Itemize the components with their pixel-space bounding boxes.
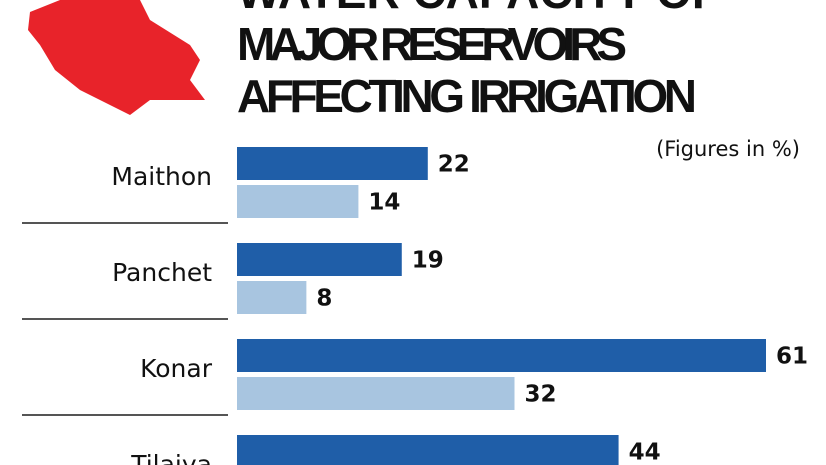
- subtitle: (Figures in %): [656, 137, 800, 161]
- value-label: 61: [776, 344, 808, 370]
- bar: [237, 339, 766, 372]
- value-label: 8: [316, 286, 332, 312]
- chart-title: MAJOR RESERVOIRS: [237, 18, 627, 70]
- bar: [237, 281, 307, 314]
- category-label: Konar: [140, 354, 213, 383]
- category-label: Maithon: [111, 162, 212, 191]
- category-label: Tilaiya: [130, 450, 212, 465]
- bar: [237, 377, 515, 410]
- bar: [237, 435, 619, 465]
- value-label: 19: [412, 248, 444, 274]
- bar: [237, 243, 402, 276]
- chart-title: AFFECTING IRRIGATION: [237, 70, 697, 122]
- bar: [237, 185, 359, 218]
- value-label: 32: [525, 382, 557, 408]
- value-label: 44: [629, 440, 661, 465]
- value-label: 14: [368, 190, 400, 216]
- chart-title: WATER CAPACITY OF: [237, 0, 720, 18]
- category-label: Panchet: [112, 258, 212, 287]
- map-icon: [28, 0, 205, 115]
- bar: [237, 147, 428, 180]
- value-label: 22: [438, 152, 470, 178]
